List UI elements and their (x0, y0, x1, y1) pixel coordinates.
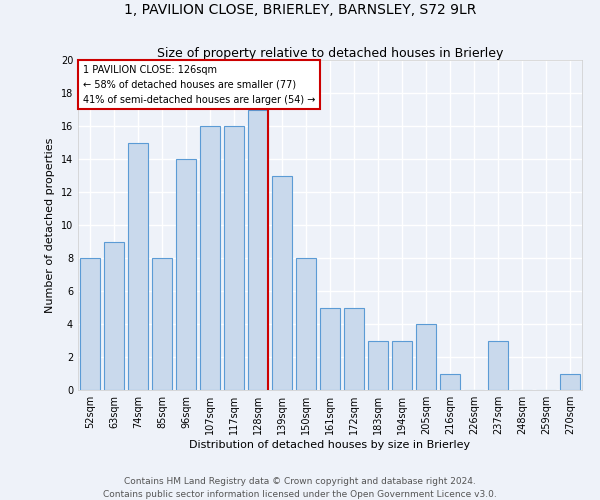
Text: Contains HM Land Registry data © Crown copyright and database right 2024.
Contai: Contains HM Land Registry data © Crown c… (103, 478, 497, 499)
Text: 1, PAVILION CLOSE, BRIERLEY, BARNSLEY, S72 9LR: 1, PAVILION CLOSE, BRIERLEY, BARNSLEY, S… (124, 2, 476, 16)
Bar (104, 242, 124, 390)
Bar (440, 374, 460, 390)
Bar (344, 308, 364, 390)
Bar (248, 110, 268, 390)
Bar (176, 159, 196, 390)
Y-axis label: Number of detached properties: Number of detached properties (45, 138, 55, 312)
Bar (368, 340, 388, 390)
Bar (272, 176, 292, 390)
Bar (80, 258, 100, 390)
Bar (488, 340, 508, 390)
Text: 1 PAVILION CLOSE: 126sqm
← 58% of detached houses are smaller (77)
41% of semi-d: 1 PAVILION CLOSE: 126sqm ← 58% of detach… (83, 65, 316, 104)
Bar (416, 324, 436, 390)
X-axis label: Distribution of detached houses by size in Brierley: Distribution of detached houses by size … (190, 440, 470, 450)
Bar (392, 340, 412, 390)
Bar (128, 142, 148, 390)
Bar (560, 374, 580, 390)
Bar (224, 126, 244, 390)
Bar (152, 258, 172, 390)
Bar (200, 126, 220, 390)
Title: Size of property relative to detached houses in Brierley: Size of property relative to detached ho… (157, 47, 503, 60)
Bar (296, 258, 316, 390)
Bar (320, 308, 340, 390)
